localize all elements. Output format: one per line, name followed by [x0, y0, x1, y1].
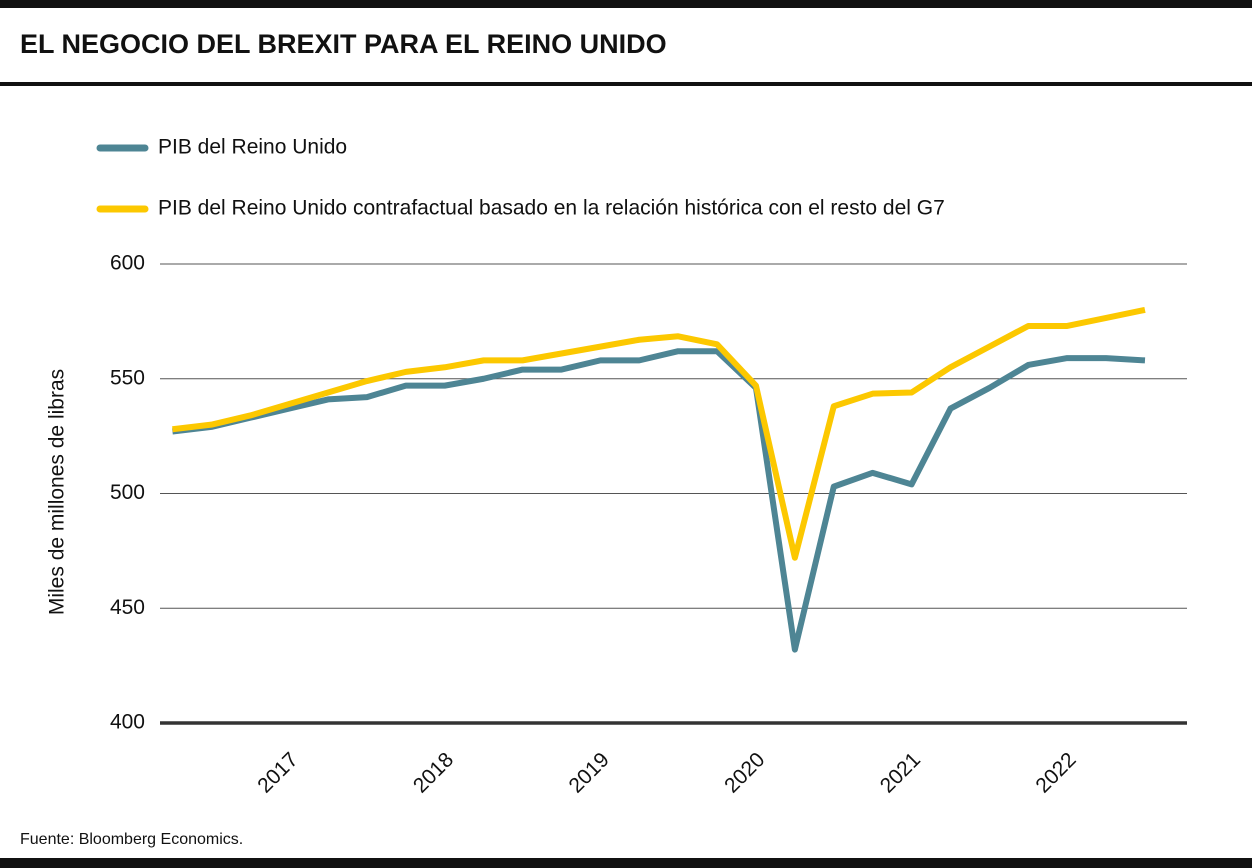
title-rule — [0, 82, 1252, 86]
y-tick-label: 450 — [110, 596, 145, 619]
y-tick-label: 600 — [110, 252, 145, 275]
chart-title: EL NEGOCIO DEL BREXIT PARA EL REINO UNID… — [20, 29, 667, 59]
x-tick-label: 2019 — [565, 748, 614, 797]
data-line — [172, 306, 1146, 561]
y-tick-label: 400 — [110, 711, 145, 734]
x-tick-label: 2018 — [409, 748, 458, 797]
y-axis-label: Miles de millones de libras — [46, 369, 69, 615]
x-tick-label: 2020 — [720, 748, 769, 797]
x-tick-label: 2022 — [1031, 748, 1080, 797]
top-bar — [0, 0, 1252, 8]
source: Fuente: Bloomberg Economics. — [20, 831, 243, 848]
x-tick-label: 2017 — [253, 748, 302, 797]
y-tick-label: 500 — [110, 481, 145, 504]
legend-label: PIB del Reino Unido contrafactual basado… — [158, 197, 945, 220]
x-tick-label: 2021 — [876, 748, 925, 797]
y-tick-label: 550 — [110, 366, 145, 389]
legend-label: PIB del Reino Unido — [158, 136, 347, 159]
data-line — [172, 348, 1146, 653]
bottom-bar — [0, 858, 1252, 868]
